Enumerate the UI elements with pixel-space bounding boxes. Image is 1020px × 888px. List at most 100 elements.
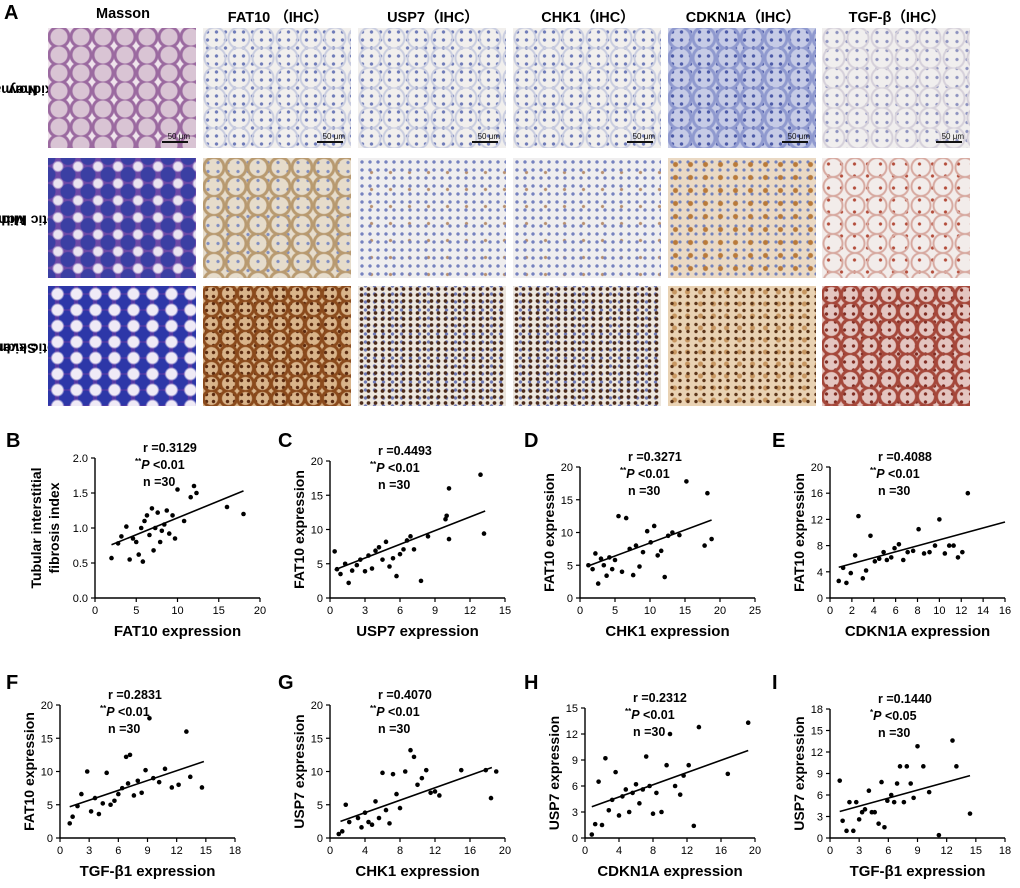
stat-r: r =0.4088 <box>878 450 932 464</box>
data-point <box>390 555 396 561</box>
stat-n: n =30 <box>143 475 175 489</box>
data-point <box>946 543 952 548</box>
y-tick-label: 0 <box>567 593 573 605</box>
data-point <box>366 819 371 825</box>
scatter-plot-g: 0 4 8 12 16 20 0 5 10 15 20 CHK1 expression USP7 exp… <box>291 688 511 880</box>
column-header-cdkn1a: CDKN1A（IHC） <box>685 10 801 26</box>
y-tick-label: 20 <box>41 700 53 712</box>
data-point <box>647 783 652 789</box>
column-header-usp7: USP7（IHC） <box>387 10 479 26</box>
x-tick-label: 0 <box>827 605 833 617</box>
data-point <box>104 770 109 776</box>
data-point <box>866 788 872 793</box>
data-point <box>648 540 653 545</box>
data-point <box>633 781 639 787</box>
y-tick-label: 15 <box>311 733 323 745</box>
data-point <box>684 479 689 484</box>
x-tick-label: 20 <box>749 845 761 857</box>
data-point <box>419 775 425 781</box>
data-point <box>181 518 187 524</box>
stat-r: r =0.4070 <box>378 688 432 702</box>
data-point <box>191 483 197 489</box>
data-point <box>343 802 349 808</box>
data-point <box>882 824 887 830</box>
data-point <box>590 566 595 572</box>
y-tick-label: 1.5 <box>73 488 88 500</box>
x-tick-label: 8 <box>914 605 920 617</box>
data-point <box>681 773 686 778</box>
data-point <box>623 787 629 792</box>
regression-line <box>69 760 205 808</box>
x-tick-label: 5 <box>612 605 618 617</box>
y-tick-label: 8 <box>817 541 823 553</box>
data-point <box>142 518 147 524</box>
x-tick-label: 16 <box>999 605 1011 617</box>
data-point <box>428 790 433 796</box>
data-point <box>67 821 73 826</box>
data-point <box>354 562 360 568</box>
x-tick-label: 6 <box>893 605 899 617</box>
stat-r: r =0.3129 <box>143 441 197 455</box>
data-point <box>125 781 131 786</box>
data-point <box>444 513 449 519</box>
data-point <box>432 789 438 794</box>
data-point <box>481 531 487 536</box>
data-point <box>955 555 961 560</box>
data-point <box>152 525 158 531</box>
data-point <box>188 494 193 500</box>
x-tick-label: 6 <box>397 605 403 617</box>
data-point <box>595 581 601 586</box>
x-axis-label: TGF-β1 expression <box>80 863 216 880</box>
scale-bar-label: 50 μm <box>167 132 190 141</box>
micrograph-masson-severe <box>48 286 196 406</box>
x-tick-label: 10 <box>171 605 183 617</box>
x-tick-label: 4 <box>871 605 877 617</box>
scale-bar-label: 50 μm <box>477 132 500 141</box>
data-point <box>606 807 612 813</box>
data-point <box>847 799 852 805</box>
x-tick-label: 10 <box>644 605 656 617</box>
data-point <box>665 533 671 539</box>
data-point <box>892 545 897 551</box>
data-point <box>164 508 170 513</box>
data-point <box>402 769 408 774</box>
data-point <box>373 799 378 804</box>
data-point <box>446 536 452 542</box>
panel-label-a: A <box>4 2 19 24</box>
data-point <box>640 787 646 792</box>
data-point <box>691 823 697 829</box>
data-point <box>659 809 664 815</box>
x-tick-label: 0 <box>582 845 588 857</box>
y-tick-label: 0 <box>317 593 323 605</box>
x-axis-label: FAT10 expression <box>114 623 241 640</box>
stat-r: r =0.4493 <box>378 444 432 458</box>
data-point <box>408 534 413 539</box>
data-point <box>908 781 913 786</box>
x-axis-label: CDKN1A expression <box>845 623 990 640</box>
data-point <box>633 543 639 548</box>
data-point <box>616 813 622 818</box>
data-point <box>662 574 667 580</box>
data-point <box>397 551 403 557</box>
data-point <box>664 762 669 768</box>
y-tick-label: 15 <box>811 726 823 738</box>
x-tick-label: 25 <box>749 605 761 617</box>
data-point <box>362 568 368 574</box>
row-label-severe: Severefibrotic kidney <box>0 340 78 357</box>
data-point <box>891 799 897 805</box>
data-point <box>658 548 664 554</box>
y-tick-label: 15 <box>311 490 323 502</box>
data-point <box>172 536 178 541</box>
stat-r: r =0.3271 <box>628 450 682 464</box>
data-point <box>75 803 80 809</box>
data-point <box>900 557 906 563</box>
regression-line <box>839 774 971 813</box>
data-point <box>655 553 660 558</box>
y-tick-label: 20 <box>311 700 323 712</box>
data-point <box>888 792 894 798</box>
data-point <box>376 815 382 821</box>
data-point <box>131 793 137 798</box>
column-header-masson: Masson <box>96 6 150 22</box>
stat-r: r =0.1440 <box>878 692 932 706</box>
x-tick-label: 0 <box>327 605 333 617</box>
